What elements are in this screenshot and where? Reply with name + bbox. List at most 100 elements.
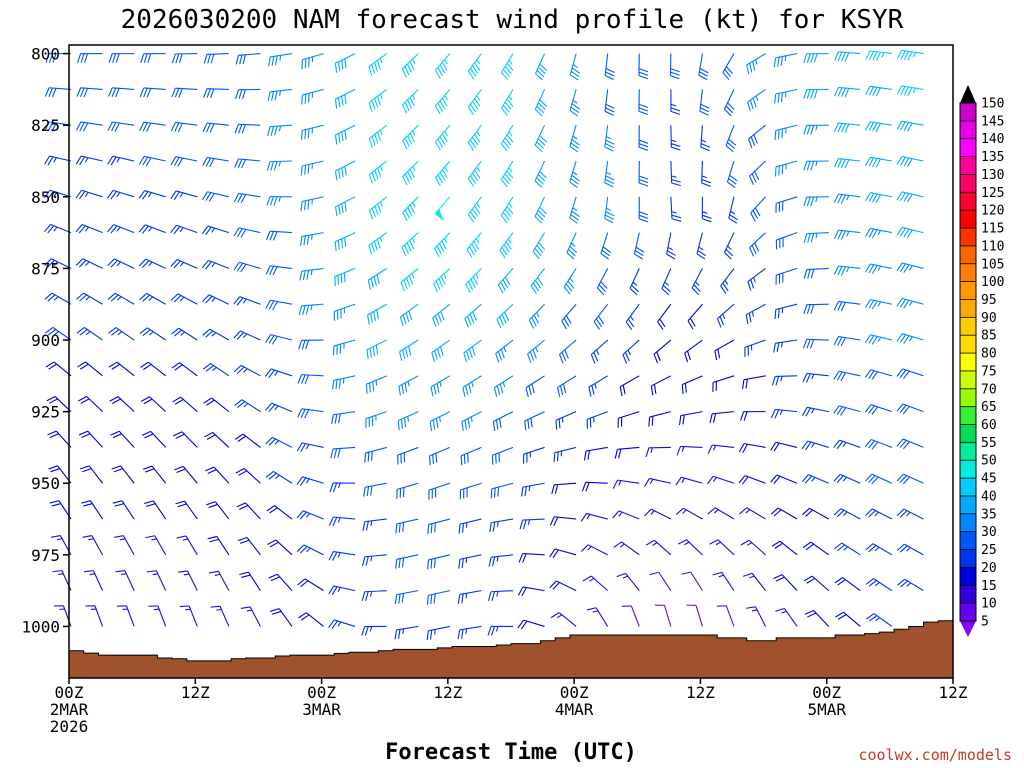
barb-flag: [490, 626, 496, 636]
wind-barb: [638, 160, 649, 187]
barb-half-flag: [755, 95, 759, 102]
barb-flag: [237, 435, 247, 442]
barb-half-flag: [722, 313, 726, 320]
barb-half-flag: [572, 207, 578, 212]
barb-flag: [338, 133, 341, 143]
barb-staff: [177, 293, 198, 305]
barb-flag: [394, 594, 398, 605]
barb-staff: [663, 605, 672, 627]
barb-flag: [406, 242, 412, 252]
barb-flag: [506, 206, 514, 215]
barb-flag: [571, 139, 580, 146]
barb-half-flag: [412, 166, 416, 172]
wind-barb: [675, 476, 703, 486]
barb-staff: [399, 339, 419, 353]
barb-flag: [376, 309, 380, 320]
barb-flag: [269, 231, 275, 241]
wind-barb: [107, 224, 135, 234]
wind-barb: [492, 411, 514, 431]
wind-barb: [553, 446, 577, 463]
wind-barb: [864, 438, 893, 450]
barb-staff: [116, 361, 135, 377]
barb-flag: [373, 276, 377, 286]
barb-flag: [467, 214, 475, 223]
wind-barb: [173, 431, 198, 448]
barb-half-flag: [632, 281, 638, 286]
barb-staff: [208, 294, 230, 305]
barb-flag: [864, 404, 872, 413]
wind-barb: [739, 507, 766, 520]
barb-flag: [170, 156, 177, 166]
wind-barb: [614, 446, 640, 459]
barb-flag: [833, 439, 840, 448]
barb-half-flag: [53, 296, 59, 301]
barb-flag: [593, 321, 600, 330]
barb-flag: [804, 475, 813, 484]
barb-staff: [206, 53, 229, 55]
barb-flag: [141, 430, 151, 436]
barb-flag: [203, 88, 208, 98]
barb-flag: [777, 308, 780, 319]
barb-flag: [771, 540, 781, 547]
barb-flag: [864, 334, 871, 344]
colorbar-label: 55: [981, 436, 997, 451]
wind-barb: [716, 605, 735, 627]
barb-flag: [717, 348, 721, 359]
barb-flag: [868, 264, 875, 274]
barb-flag: [203, 397, 212, 404]
barb-staff: [666, 232, 672, 255]
barb-staff: [238, 123, 261, 126]
barb-flag: [638, 139, 649, 144]
barb-half-flag: [211, 227, 215, 233]
wind-barb: [457, 625, 482, 640]
wind-barb: [644, 477, 671, 487]
plot-frame: [68, 44, 954, 679]
wind-barb: [234, 158, 261, 169]
barb-half-flag: [842, 511, 848, 517]
barb-flag: [837, 614, 847, 620]
barb-staff: [428, 518, 450, 526]
barb-flag: [474, 62, 481, 71]
barb-flag: [746, 606, 756, 609]
wind-barb: [706, 475, 735, 485]
wind-barb: [716, 303, 735, 328]
barb-flag: [569, 245, 578, 254]
barb-flag: [896, 85, 903, 95]
barb-flag: [296, 442, 303, 452]
wind-barb: [266, 505, 293, 520]
barb-flag: [872, 51, 878, 61]
barb-staff: [813, 610, 830, 627]
barb-flag: [233, 261, 240, 271]
barb-half-flag: [671, 175, 677, 178]
barb-flag: [740, 411, 745, 421]
barb-flag: [52, 570, 62, 573]
barb-flag: [404, 66, 410, 76]
barb-flag: [739, 507, 748, 515]
colorbar-bottom-arrow: [960, 621, 976, 637]
barb-staff: [432, 303, 451, 319]
barb-flag: [440, 311, 445, 321]
barb-flag: [406, 63, 412, 73]
barb-flag: [519, 519, 524, 530]
wind-barb: [709, 411, 735, 424]
wind-barb: [691, 268, 703, 296]
wind-barb: [202, 122, 229, 133]
barb-flag: [267, 126, 271, 137]
barb-flag: [871, 336, 878, 345]
wind-barb: [644, 508, 672, 520]
wind-barb: [298, 303, 324, 316]
barb-flag: [366, 486, 370, 497]
barb-staff: [367, 267, 388, 281]
barb-flag: [581, 482, 587, 492]
barb-half-flag: [116, 226, 121, 232]
wind-barb: [170, 190, 198, 201]
barb-half-flag: [211, 332, 217, 337]
barb-flag: [202, 294, 210, 302]
wind-barb: [530, 268, 546, 295]
barb-staff: [684, 339, 703, 354]
barb-flag: [205, 466, 215, 472]
wind-barb: [113, 535, 135, 556]
barb-staff: [775, 303, 798, 311]
barb-half-flag: [527, 519, 531, 525]
barb-flag: [178, 53, 183, 64]
